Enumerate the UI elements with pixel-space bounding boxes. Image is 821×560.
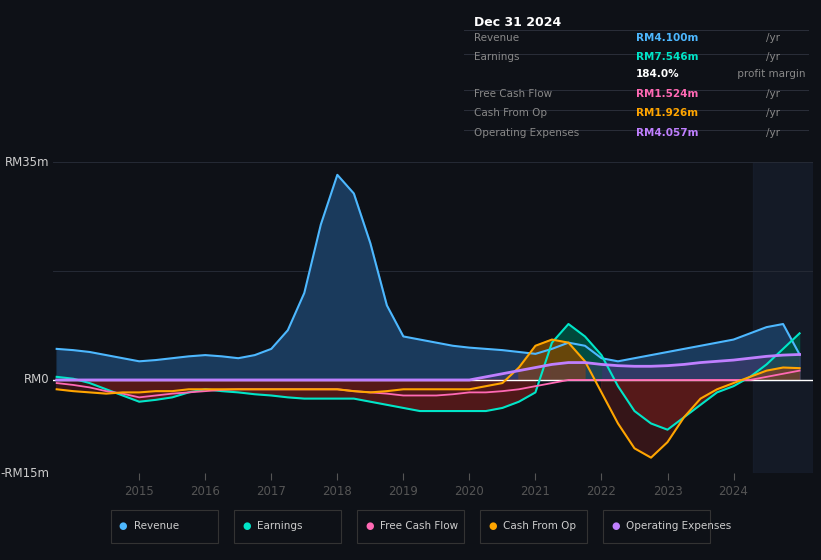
Text: /yr: /yr (766, 88, 780, 99)
Text: Revenue: Revenue (134, 521, 179, 531)
Text: Free Cash Flow: Free Cash Flow (380, 521, 458, 531)
Text: ●: ● (119, 521, 127, 531)
Text: Earnings: Earnings (257, 521, 302, 531)
Text: Dec 31 2024: Dec 31 2024 (475, 16, 562, 29)
Text: RM0: RM0 (24, 374, 49, 386)
Text: Cash From Op: Cash From Op (475, 109, 548, 118)
Text: ●: ● (488, 521, 497, 531)
Text: Free Cash Flow: Free Cash Flow (475, 88, 553, 99)
Text: /yr: /yr (766, 53, 780, 63)
Text: -RM15m: -RM15m (0, 466, 49, 480)
Text: Operating Expenses: Operating Expenses (475, 128, 580, 138)
Text: profit margin: profit margin (733, 69, 805, 79)
Text: Operating Expenses: Operating Expenses (626, 521, 732, 531)
Text: /yr: /yr (766, 128, 780, 138)
Bar (754, 162, 813, 473)
Text: Revenue: Revenue (475, 33, 520, 43)
Text: ●: ● (612, 521, 620, 531)
Text: RM1.524m: RM1.524m (636, 88, 699, 99)
Text: /yr: /yr (766, 33, 780, 43)
Text: ●: ● (242, 521, 250, 531)
Text: Cash From Op: Cash From Op (503, 521, 576, 531)
Text: ●: ● (365, 521, 374, 531)
Text: /yr: /yr (766, 109, 780, 118)
Text: RM1.926m: RM1.926m (636, 109, 699, 118)
Text: Earnings: Earnings (475, 53, 520, 63)
Text: RM4.057m: RM4.057m (636, 128, 699, 138)
Text: RM4.100m: RM4.100m (636, 33, 699, 43)
Text: RM35m: RM35m (5, 156, 49, 169)
Text: 184.0%: 184.0% (636, 69, 680, 79)
Text: RM7.546m: RM7.546m (636, 53, 699, 63)
